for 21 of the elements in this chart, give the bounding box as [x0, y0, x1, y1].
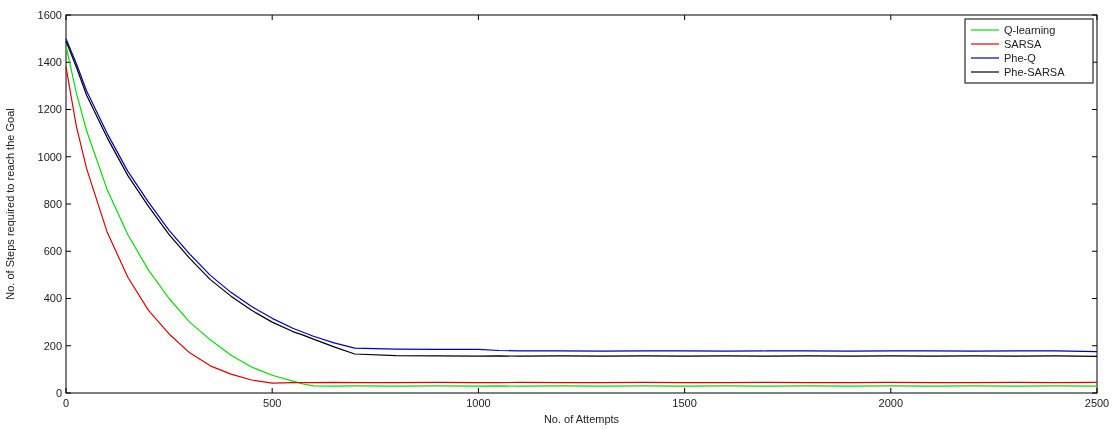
y-tick-label: 1600	[37, 8, 62, 21]
y-tick-label: 400	[43, 292, 62, 305]
y-tick-label: 0	[55, 386, 62, 399]
y-tick-label: 600	[43, 245, 62, 258]
legend-label: SARSA	[1004, 37, 1042, 50]
y-tick-label: 200	[43, 339, 62, 352]
x-tick-label: 0	[62, 397, 70, 409]
legend-label: Q-learning	[1004, 23, 1056, 36]
y-tick-label: 800	[43, 197, 62, 210]
x-tick-label: 1000	[466, 397, 491, 409]
x-tick-label: 2000	[878, 397, 904, 409]
y-tick-label: 1000	[37, 150, 62, 163]
x-tick-label: 500	[263, 397, 282, 409]
y-tick-label: 1400	[37, 56, 62, 69]
y-axis-title: No. of Steps required to reach the Goal	[4, 108, 16, 300]
y-tick-label: 1200	[37, 103, 62, 116]
x-tick-label: 1500	[672, 397, 697, 409]
x-axis-title: No. of Attempts	[543, 413, 620, 425]
legend-label: Phe-Q	[1004, 51, 1037, 64]
legend-label: Phe-SARSA	[1004, 65, 1066, 78]
x-tick-label: 2500	[1084, 397, 1110, 409]
